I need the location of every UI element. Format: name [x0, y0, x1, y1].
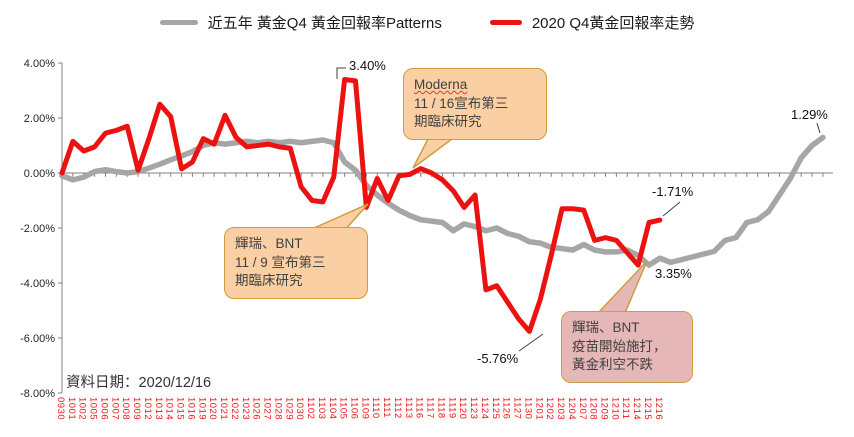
x-axis-date-label: 1119	[446, 397, 457, 419]
pattern-line-series	[59, 134, 826, 268]
x-axis-date-label: 1009	[131, 397, 142, 420]
x-axis-date-label: 1204	[566, 397, 577, 420]
callout-moderna-tail	[412, 138, 455, 169]
x-axis-date-label: 1103	[316, 397, 327, 419]
x-axis-date-label: 1104	[327, 397, 338, 419]
callout-moderna-line2: 11 / 16宣布第三	[414, 95, 509, 111]
x-axis-date-label: 1008	[120, 397, 131, 420]
x-axis-date-label: 1208	[588, 397, 599, 420]
x-axis-date-label: 1211	[620, 397, 631, 419]
x-axis-date-label: 1215	[642, 397, 653, 420]
legend-label-2020: 2020 Q4黃金回報率走勢	[531, 15, 695, 32]
y-axis-label: 0.00%	[24, 168, 55, 180]
x-axis-date-label: 1016	[185, 397, 196, 420]
x-axis-date-label: 1012	[142, 397, 153, 420]
x-axis-date-label: 1202	[544, 397, 555, 420]
x-axis-date-label: 1124	[479, 397, 490, 419]
x-axis-date-label: 1015	[175, 397, 186, 420]
x-axis-date-label: 1125	[490, 397, 501, 419]
x-axis-date-label: 1117	[425, 397, 436, 419]
x-axis-date-label: 1006	[98, 397, 109, 420]
x-axis-date-label: 1120	[457, 397, 468, 419]
y-axis-label: 4.00%	[24, 58, 55, 70]
callout-pfizer-vaccine-tail	[596, 260, 648, 314]
x-axis-date-label: 1020	[207, 397, 218, 420]
x-axis-date-label: 1112	[392, 397, 403, 419]
x-axis-date-label: 1106	[348, 397, 359, 419]
x-axis-date-label: 1216	[653, 397, 664, 420]
legend-gray-dash-icon	[159, 20, 198, 25]
annotation-gray-end-value: 1.29%	[791, 107, 828, 122]
x-axis-date-label: 1110	[370, 397, 381, 419]
x-axis-date-label: 1014	[164, 397, 175, 420]
x-axis-date-label: 1023	[240, 397, 251, 420]
callout-pfizer-vaccine-line1: 輝瑞、BNT	[572, 320, 640, 335]
x-axis-date-label: 1201	[533, 397, 544, 420]
trough-leader-line	[518, 333, 544, 352]
annotation-red-end-value: -1.71%	[652, 184, 694, 199]
x-axis-date-label: 1001	[66, 397, 77, 420]
x-axis-date-label: 1210	[609, 397, 620, 420]
annotation-peak-value: 3.40%	[349, 58, 386, 73]
x-axis-date-label: 1127	[512, 397, 523, 419]
x-axis-date-label: 1022	[229, 397, 240, 420]
x-axis-date-label: 1207	[577, 397, 588, 420]
x-axis-date-label: 1116	[414, 397, 425, 419]
callout-moderna-title: Moderna	[414, 77, 468, 92]
x-axis-date-label: 1123	[468, 397, 479, 419]
x-axis-date-label: 1005	[88, 397, 99, 420]
q4-2020-line-series	[59, 77, 663, 334]
callout-pfizer-vaccine: 輝瑞、BNT 疫苗開始施打， 黃金利空不跌	[561, 311, 693, 383]
legend-label-patterns: 近五年 黃金Q4 黃金回報率Patterns	[207, 15, 442, 32]
x-axis-date-label: 1027	[262, 397, 273, 420]
data-date-label: 資料日期：2020/12/16	[66, 375, 212, 391]
legend-red-dash-icon	[489, 20, 522, 25]
x-axis-date-label: 1113	[403, 397, 414, 419]
callout-pfizer-vaccine-line3: 黃金利空不跌	[572, 357, 653, 373]
red-end-leader-line	[662, 201, 681, 217]
annotation-cross-value: 3.35%	[655, 266, 692, 281]
legend: 近五年 黃金Q4 黃金回報率Patterns 2020 Q4黃金回報率走勢	[0, 12, 854, 33]
callout-moderna: Moderna 11 / 16宣布第三 期臨床研究	[403, 68, 547, 140]
x-axis-date-label: 1028	[272, 397, 283, 420]
x-axis-date-label: 1109	[359, 397, 370, 419]
x-axis-date-label: 1021	[218, 397, 229, 420]
annotation-trough-value: -5.76%	[477, 351, 519, 366]
y-axis-label: -2.00%	[20, 223, 55, 235]
callout-pfizer-trial-line1: 輝瑞、BNT	[235, 236, 303, 251]
callout-pfizer-trial-line3: 期臨床研究	[235, 273, 303, 289]
x-axis-date-label: 1026	[251, 397, 262, 420]
x-axis-date-label: 1126	[501, 397, 512, 419]
x-axis-date-label: 1030	[294, 397, 305, 420]
callout-pfizer-vaccine-line2: 疫苗開始施打，	[572, 338, 667, 354]
x-axis-date-label: 1102	[305, 397, 316, 419]
x-axis-date-label: 0930	[55, 397, 66, 420]
peak-bracket-line	[336, 67, 346, 79]
x-axis-date-label: 1203	[555, 397, 566, 420]
callout-pfizer-trial-line2: 11 / 9 宣布第三	[235, 254, 326, 270]
y-axis-label: -4.00%	[20, 278, 55, 290]
x-axis-date-label: 1007	[109, 397, 120, 420]
x-axis-date-label: 1029	[283, 397, 294, 420]
x-axis-date-label: 1214	[631, 397, 642, 420]
x-axis-date-label: 1118	[435, 397, 446, 419]
y-axis-label: 2.00%	[24, 113, 55, 125]
x-axis-date-label: 1019	[196, 397, 207, 420]
x-axis-date-label: 1013	[153, 397, 164, 420]
y-axis-label: -8.00%	[20, 388, 55, 400]
gray-end-leader-line	[816, 122, 821, 134]
x-axis-date-label: 1105	[338, 397, 349, 419]
callout-moderna-line3: 期臨床研究	[414, 114, 482, 130]
callout-pfizer-trial: 輝瑞、BNT 11 / 9 宣布第三 期臨床研究	[224, 227, 368, 299]
x-axis-date-label: 1209	[599, 397, 610, 420]
y-axis-label: -6.00%	[20, 333, 55, 345]
x-axis-date-label: 1002	[77, 397, 88, 420]
x-axis-date-label: 1111	[381, 397, 392, 418]
x-axis-date-label: 1130	[522, 397, 533, 419]
